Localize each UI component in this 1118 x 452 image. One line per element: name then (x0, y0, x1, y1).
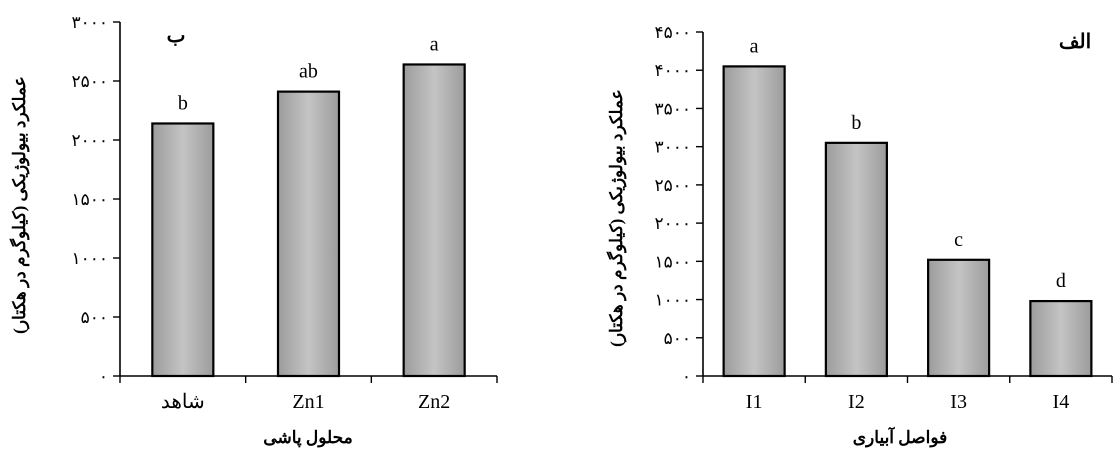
x-tick-label: I2 (848, 391, 865, 413)
y-tick-label: ۲۰۰۰ (71, 131, 108, 150)
x-axis-label: فواصل آبیاری (853, 426, 947, 448)
y-tick-label: ۵۰۰ (664, 329, 691, 348)
y-tick-label: ۱۵۰۰ (654, 252, 691, 271)
significance-letter: b (178, 92, 188, 114)
bar (824, 141, 888, 378)
y-tick-label: ۲۰۰۰ (654, 214, 691, 233)
significance-letter: c (954, 229, 963, 251)
x-tick-label: Zn2 (418, 391, 450, 413)
y-tick-label: ۰ (99, 367, 108, 386)
y-tick-label: ۰ (682, 367, 691, 386)
x-tick-label: I3 (950, 391, 967, 413)
chart-panel-b: ب عملکرد بیولوژیکی (کیلوگرم در هکتار) مح… (9, 13, 498, 448)
y-tick-label: ۲۵۰۰ (654, 176, 691, 195)
x-tick-label: شاهد (161, 391, 205, 413)
y-tick-label: ۵۰۰ (81, 308, 108, 327)
x-tick-label: Zn1 (292, 391, 324, 413)
y-tick-label: ۳۰۰۰ (654, 138, 691, 157)
significance-letter: a (430, 33, 439, 55)
y-tick-label: ۲۵۰۰ (71, 72, 108, 91)
y-tick-label: ۳۵۰۰ (654, 99, 691, 118)
y-tick-label: ۱۰۰۰ (654, 291, 691, 310)
bar (151, 122, 215, 378)
bar (722, 65, 786, 378)
y-tick-label: ۳۰۰۰ (71, 13, 108, 32)
significance-letter: ab (299, 61, 318, 83)
x-tick-label: I4 (1053, 391, 1070, 413)
y-tick-label: ۱۵۰۰ (71, 190, 108, 209)
x-axis-label: محلول پاشی (263, 428, 352, 448)
significance-letter: d (1056, 270, 1066, 292)
chart-panel-alef: الف عملکرد بیولوژیکی (کیلوگرم در هکتار) … (606, 23, 1113, 448)
panel-label: الف (1059, 31, 1091, 53)
bar (1029, 299, 1093, 378)
bar (402, 63, 466, 378)
bar (276, 90, 341, 378)
x-tick-label: I1 (746, 391, 763, 413)
panel-label: ب (167, 25, 186, 47)
y-axis-label: عملکرد بیولوژیکی (کیلوگرم در هکتار) (606, 89, 627, 347)
y-tick-label: ۴۵۰۰ (654, 23, 691, 42)
y-tick-label: ۱۰۰۰ (71, 249, 108, 268)
y-axis-label: عملکرد بیولوژیکی (کیلوگرم در هکتار) (9, 76, 30, 334)
bar (927, 258, 991, 378)
significance-letter: b (851, 112, 861, 134)
significance-letter: a (750, 35, 759, 57)
y-tick-label: ۴۰۰۰ (654, 61, 691, 80)
